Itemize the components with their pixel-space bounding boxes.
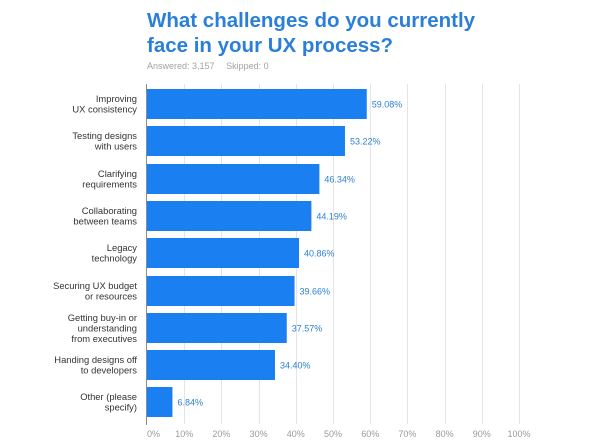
category-label: between teams <box>73 216 137 227</box>
category-label: with users <box>94 141 138 152</box>
category-label: Improving <box>96 93 137 104</box>
bar <box>147 313 287 343</box>
category-label: to developers <box>81 365 138 376</box>
bar-value-label: 39.66% <box>300 287 331 297</box>
category-label: Securing UX budget <box>53 280 137 291</box>
bar-value-label: 53.22% <box>350 137 381 147</box>
bar-value-label: 37.57% <box>292 324 323 334</box>
category-label: Collaborating <box>82 205 137 216</box>
category-label: from executives <box>71 333 137 344</box>
bar <box>147 164 320 194</box>
category-label: UX consistency <box>72 104 137 115</box>
x-tick-label: 30% <box>250 429 268 439</box>
category-label: Clarifying <box>98 168 137 179</box>
bar-value-label: 44.19% <box>316 212 347 222</box>
bar-value-label: 6.84% <box>177 398 203 408</box>
category-label: Testing designs <box>72 130 137 141</box>
category-label: technology <box>92 253 138 264</box>
bar <box>147 89 367 119</box>
skipped-count: Skipped: 0 <box>226 61 269 71</box>
category-label: Other (please <box>80 391 137 402</box>
answered-count: Answered: 3,157 <box>147 61 215 71</box>
bar-value-label: 59.08% <box>372 100 403 110</box>
x-tick-label: 20% <box>212 429 230 439</box>
chart-title-line-2: face in your UX process? <box>147 34 394 57</box>
bar <box>147 238 299 268</box>
category-label: requirements <box>82 179 137 190</box>
x-tick-label: 50% <box>324 429 342 439</box>
bar <box>147 201 312 231</box>
category-label: Handing designs off <box>54 354 137 365</box>
x-tick-label: 40% <box>287 429 305 439</box>
bar-value-label: 40.86% <box>304 249 335 259</box>
bar-value-label: 34.40% <box>280 361 311 371</box>
x-tick-label: 80% <box>436 429 454 439</box>
x-tick-label: 70% <box>398 429 416 439</box>
x-tick-label: 100% <box>507 429 530 439</box>
bar <box>147 126 345 156</box>
bar <box>147 350 275 380</box>
category-label: specify) <box>105 402 137 413</box>
category-label: Getting buy-in or <box>68 312 137 323</box>
chart-title-line-1: What challenges do you currently <box>147 9 476 32</box>
category-label: understanding <box>78 322 137 333</box>
x-tick-label: 0% <box>147 429 160 439</box>
category-label: Legacy <box>107 242 138 253</box>
bar <box>147 387 173 417</box>
bar-value-label: 46.34% <box>324 175 355 185</box>
x-tick-label: 10% <box>175 429 193 439</box>
category-label: or resources <box>85 291 137 302</box>
chart-title: What challenges do you currently face in… <box>147 8 567 58</box>
x-tick-label: 90% <box>473 429 491 439</box>
bar <box>147 276 295 306</box>
response-stats: Answered: 3,157 Skipped: 0 <box>147 61 278 71</box>
x-tick-label: 60% <box>361 429 379 439</box>
